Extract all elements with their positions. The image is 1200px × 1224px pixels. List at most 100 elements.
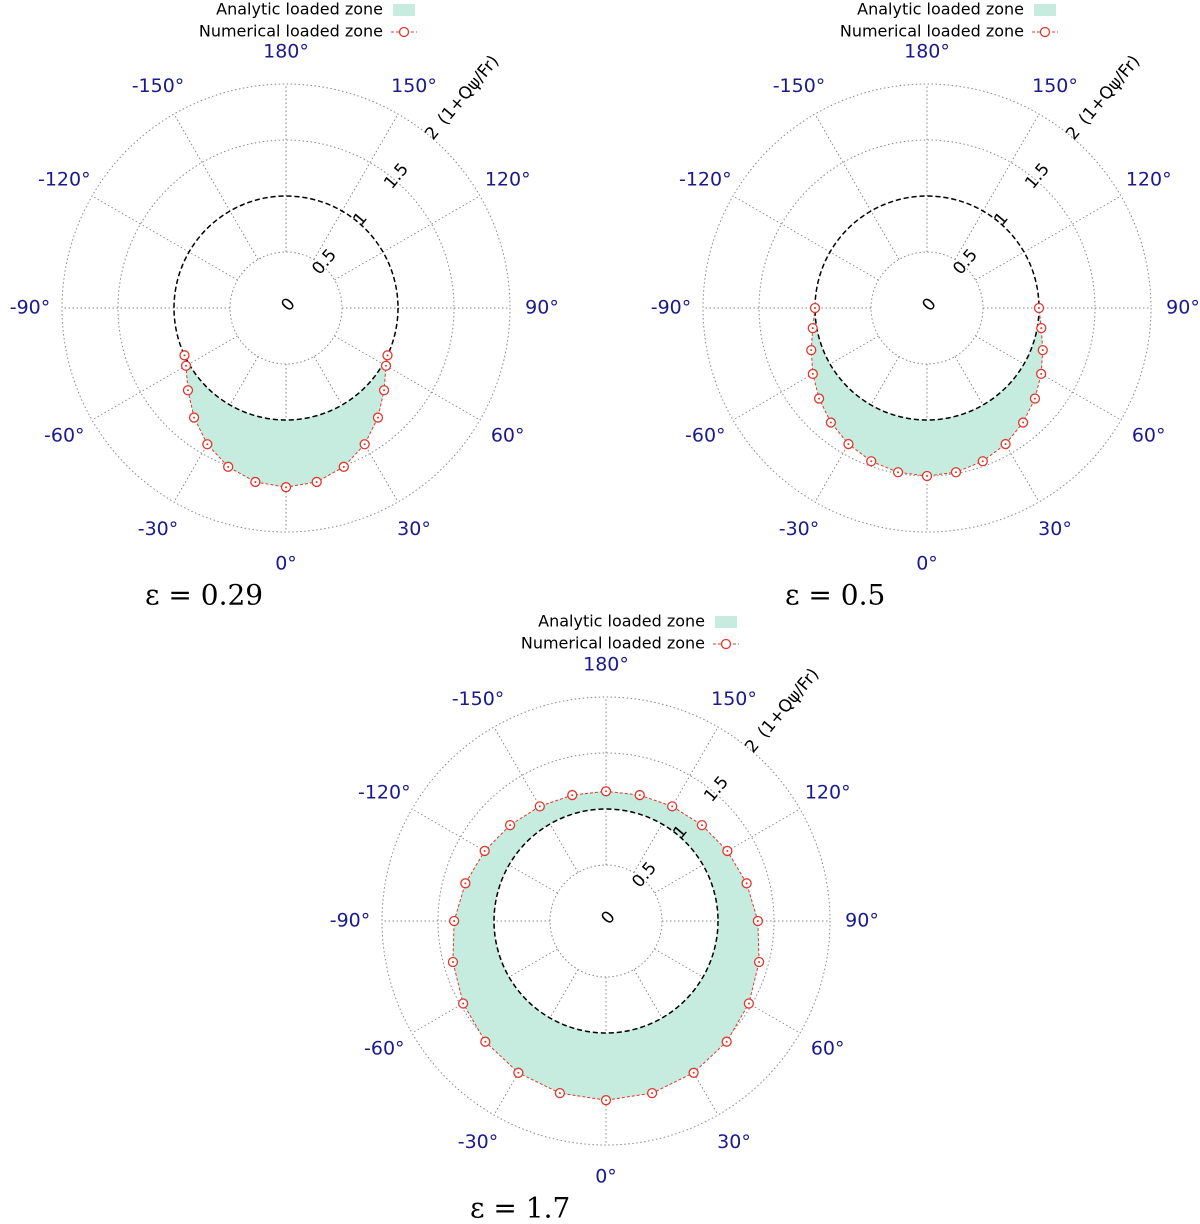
angle-tick-label: 30° — [717, 1131, 751, 1153]
spoke — [814, 113, 900, 260]
angle-tick-label: -60° — [44, 425, 85, 447]
numerical-point-dot — [183, 354, 186, 357]
legend-label: Analytic loaded zone — [538, 612, 705, 631]
numerical-point-dot — [847, 443, 850, 446]
angle-tick-label: 30° — [1038, 518, 1072, 540]
angle-tick-label: 0° — [916, 553, 938, 575]
angle-tick-label: 150° — [391, 75, 437, 97]
radial-tick-label: 0 — [597, 907, 619, 928]
spoke — [654, 808, 801, 894]
angle-tick-label: 60° — [1132, 425, 1166, 447]
legend-label: Numerical loaded zone — [840, 22, 1024, 41]
grid-circle — [61, 83, 511, 533]
spoke — [173, 113, 259, 260]
radial-tick-label: 0.5 — [628, 858, 661, 892]
angle-tick-label: 150° — [1032, 75, 1078, 97]
angle-tick-label: 150° — [711, 688, 757, 710]
numerical-point-dot — [870, 460, 873, 463]
radial-tick-label: 1.5 — [700, 772, 733, 806]
legend-marker — [720, 638, 732, 650]
radial-axis-label: (1+Qψ/Fr) — [434, 52, 503, 129]
numerical-point-dot — [725, 1040, 728, 1043]
angle-tick-label: -60° — [364, 1038, 405, 1060]
spoke — [732, 335, 879, 421]
angle-tick-label: -150° — [132, 75, 185, 97]
radial-axis-label: (1+Qψ/Fr) — [754, 665, 823, 742]
numerical-point-dot — [829, 421, 832, 424]
angle-tick-label: -30° — [779, 518, 820, 540]
radial-tick-label: 0 — [277, 294, 299, 315]
angle-tick-label: 120° — [805, 782, 851, 804]
numerical-point-dot — [814, 307, 816, 309]
numerical-point-dot — [700, 824, 703, 827]
numerical-point-dot — [483, 849, 486, 852]
numerical-point-dot — [1004, 443, 1007, 446]
analytic-zone — [184, 355, 388, 488]
legend-swatch — [1034, 4, 1056, 16]
numerical-point-dot — [981, 460, 984, 463]
numerical-point-dot — [605, 1099, 607, 1102]
legend-label: Analytic loaded zone — [857, 0, 1024, 19]
numerical-point-dot — [571, 794, 574, 797]
angle-tick-label: 90° — [845, 910, 879, 932]
numerical-point-dot — [811, 327, 814, 330]
legend-swatch — [715, 616, 737, 628]
angle-tick-label: -150° — [773, 75, 826, 97]
angle-tick-label: 120° — [1126, 169, 1172, 191]
numerical-point-dot — [1022, 421, 1025, 424]
numerical-point-dot — [186, 389, 189, 392]
radial-tick-label: 2 — [1062, 123, 1084, 144]
numerical-point-dot — [954, 471, 957, 474]
angle-tick-label: 60° — [811, 1038, 845, 1060]
angle-tick-label: 180° — [263, 41, 309, 63]
radial-tick-label: 1 — [349, 209, 371, 230]
numerical-point-dot — [1041, 349, 1044, 352]
caption: ε = 0.29 — [145, 579, 263, 612]
numerical-point-dot — [386, 354, 389, 357]
legend-marker — [398, 26, 410, 38]
numerical-point-dot — [671, 805, 674, 808]
grid-circle — [702, 83, 1152, 533]
spoke — [313, 113, 399, 260]
angle-tick-label: -150° — [452, 688, 505, 710]
angle-tick-label: -120° — [679, 169, 732, 191]
numerical-point-dot — [315, 480, 318, 483]
reference-circle — [493, 808, 719, 1034]
spoke — [334, 195, 481, 281]
numerical-point-dot — [484, 1040, 487, 1043]
numerical-point-dot — [254, 480, 257, 483]
numerical-point-dot — [1038, 307, 1040, 309]
radial-tick-label: 0.5 — [949, 245, 982, 279]
numerical-point-dot — [897, 471, 900, 474]
angle-tick-label: -60° — [685, 425, 726, 447]
spoke — [975, 335, 1122, 421]
angle-tick-label: 0° — [275, 553, 297, 575]
numerical-point-dot — [758, 961, 761, 964]
numerical-point-dot — [1033, 397, 1036, 400]
angle-tick-label: 180° — [583, 654, 629, 676]
radial-axis-label: (1+Qψ/Fr) — [1075, 52, 1144, 129]
angle-tick-label: 120° — [485, 169, 531, 191]
reference-circle — [173, 195, 399, 421]
numerical-point-dot — [517, 1071, 520, 1074]
numerical-point-dot — [184, 364, 187, 367]
radial-tick-label: 1.5 — [380, 159, 413, 193]
numerical-point-dot — [206, 443, 209, 446]
numerical-point-dot — [285, 486, 287, 489]
numerical-point-dot — [538, 805, 541, 808]
numerical-point-dot — [376, 416, 379, 419]
numerical-point-dot — [726, 849, 729, 852]
spoke — [954, 113, 1040, 260]
numerical-point-dot — [651, 1092, 654, 1095]
numerical-point-dot — [363, 443, 366, 446]
numerical-point-dot — [605, 790, 607, 793]
angle-tick-label: -120° — [358, 782, 411, 804]
angle-tick-label: 30° — [397, 518, 431, 540]
angle-tick-label: -90° — [651, 297, 692, 319]
spoke — [334, 335, 481, 421]
analytic-zone — [811, 308, 1043, 476]
numerical-point-dot — [453, 920, 456, 922]
spoke — [493, 726, 579, 873]
angle-tick-label: 0° — [595, 1166, 617, 1188]
